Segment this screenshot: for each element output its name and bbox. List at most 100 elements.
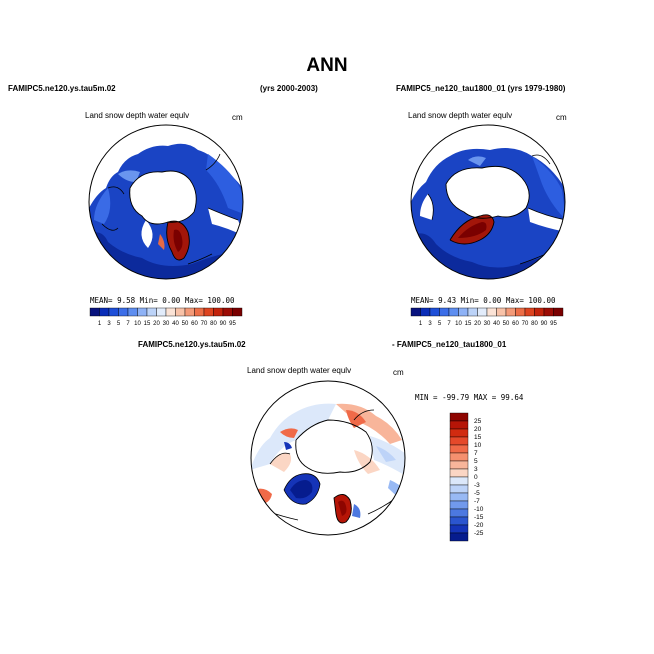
left-colorbar-swatch (222, 307, 233, 317)
left-field-label: Land snow depth water equlv (85, 111, 190, 120)
diff-colorbar-tick-label: -10 (474, 506, 484, 513)
left-colorbar-swatch (165, 307, 176, 317)
diff-colorbar-swatch (449, 524, 469, 534)
diff-colorbar-swatch (449, 516, 469, 526)
right-colorbar-tick-label: 10 (455, 321, 462, 327)
right-colorbar-tick-label: 95 (550, 321, 557, 327)
right-max-label: Max= (505, 296, 524, 305)
left-colorbar-tick-label: 20 (153, 321, 160, 327)
right-colorbar-swatch (477, 307, 488, 317)
left-max-label: Max= (184, 296, 203, 305)
diff-colorbar-tick-label: 3 (474, 466, 478, 473)
left-colorbar-swatch (213, 307, 224, 317)
diff-colorbar-swatch (449, 484, 469, 494)
diff-units-label: cm (393, 368, 404, 377)
left-min-label: Min= (139, 296, 158, 305)
diff-case-a: FAMIPC5.ne120.ys.tau5m.02 (138, 340, 246, 349)
left-colorbar-tick-label: 40 (172, 321, 179, 327)
right-mean-label: MEAN= (411, 296, 434, 305)
left-colorbar-swatch (99, 307, 110, 317)
left-colorbar-tick-label: 7 (126, 321, 130, 327)
diff-colorbar-tick-label: 25 (474, 418, 482, 425)
diff-colorbar-tick-label: 0 (474, 474, 478, 481)
right-colorbar-tick-label: 60 (512, 321, 519, 327)
diff-colorbar-tick-label: -5 (474, 490, 480, 497)
right-colorbar-tick-label: 90 (541, 321, 548, 327)
left-colorbar-swatch (194, 307, 205, 317)
right-colorbar-swatch (534, 307, 545, 317)
diff-colorbar-swatch (449, 492, 469, 502)
diff-colorbar-tick-label: -7 (474, 498, 480, 505)
right-colorbar-tick-label: 30 (484, 321, 491, 327)
diff-colorbar-tick-label: 20 (474, 426, 482, 433)
right-units-label: cm (556, 113, 567, 122)
diff-colorbar-swatch (449, 468, 469, 478)
right-colorbar-swatch (420, 307, 431, 317)
diff-colorbar-swatch (449, 452, 469, 462)
right-colorbar-swatch (410, 307, 421, 317)
left-colorbar-tick-label: 1 (98, 321, 102, 327)
left-years: (yrs 2000-2003) (260, 84, 318, 93)
left-units-label: cm (232, 113, 243, 122)
left-colorbar-swatch (118, 307, 129, 317)
left-colorbar-swatch (146, 307, 157, 317)
diff-colorbar-tick-label: -20 (474, 522, 484, 529)
right-colorbar-swatch (505, 307, 516, 317)
diff-colorbar-swatch (449, 460, 469, 470)
right-colorbar-swatch (439, 307, 450, 317)
right-max-value: 100.00 (528, 296, 556, 305)
diff-colorbar-swatch (449, 500, 469, 510)
left-colorbar-swatch (175, 307, 186, 317)
diff-max-value: 99.64 (500, 393, 524, 402)
left-colorbar-tick-label: 60 (191, 321, 198, 327)
left-colorbar-swatch (127, 307, 138, 317)
left-colorbar-tick-label: 90 (220, 321, 227, 327)
right-colorbar-swatch (524, 307, 535, 317)
diff-colorbar-tick-label: 10 (474, 442, 482, 449)
left-colorbar: 1 3 5 7 10 15 20 30 40 50 60 70 80 90 95 (89, 307, 243, 327)
right-colorbar-swatch (429, 307, 440, 317)
diff-min-label: MIN = (415, 393, 438, 402)
diff-colorbar-tick-label: -25 (474, 530, 484, 537)
left-colorbar-tick-label: 70 (201, 321, 208, 327)
right-mean-value: 9.43 (438, 296, 457, 305)
right-colorbar-swatch (458, 307, 469, 317)
diff-case-b: - FAMIPC5_ne120_tau1800_01 (392, 340, 507, 349)
diff-colorbar-tick-label: -15 (474, 514, 484, 521)
right-colorbar-tick-label: 50 (503, 321, 510, 327)
diff-colorbar-tick-label: -3 (474, 482, 480, 489)
left-colorbar-swatch (203, 307, 214, 317)
right-colorbar-tick-label: 70 (522, 321, 529, 327)
left-colorbar-tick-label: 95 (229, 321, 236, 327)
right-min-label: Min= (460, 296, 479, 305)
left-colorbar-tick-label: 15 (144, 321, 151, 327)
left-colorbar-tick-label: 80 (210, 321, 217, 327)
right-colorbar: 1 3 5 7 10 15 20 30 40 50 60 70 80 90 95 (410, 307, 564, 327)
diff-colorbar-swatch (449, 476, 469, 486)
right-colorbar-tick-label: 7 (447, 321, 451, 327)
right-colorbar-swatch (496, 307, 507, 317)
left-colorbar-swatch (156, 307, 167, 317)
diff-colorbar-tick-label: 7 (474, 450, 478, 457)
left-mean-value: 9.58 (117, 296, 136, 305)
right-polar-map (410, 124, 566, 280)
left-min-value: 0.00 (162, 296, 181, 305)
left-colorbar-tick-label: 3 (107, 321, 111, 327)
diff-min-value: -99.79 (442, 393, 470, 402)
right-colorbar-tick-label: 1 (419, 321, 423, 327)
right-case-name: FAMIPC5_ne120_tau1800_01 (yrs 1979-1980) (396, 84, 566, 93)
left-colorbar-swatch (108, 307, 119, 317)
right-colorbar-swatch (515, 307, 526, 317)
right-colorbar-tick-label: 40 (493, 321, 500, 327)
left-polar-map (88, 124, 244, 280)
left-colorbar-tick-label: 50 (182, 321, 189, 327)
diff-colorbar-swatch (449, 436, 469, 446)
right-min-value: 0.00 (483, 296, 502, 305)
left-mean-label: MEAN= (90, 296, 113, 305)
left-colorbar-swatch (89, 307, 100, 317)
right-colorbar-swatch (486, 307, 497, 317)
left-colorbar-tick-label: 30 (163, 321, 170, 327)
right-colorbar-tick-label: 15 (465, 321, 472, 327)
diff-colorbar-swatch (449, 420, 469, 430)
diff-colorbar-tick-label: 5 (474, 458, 478, 465)
